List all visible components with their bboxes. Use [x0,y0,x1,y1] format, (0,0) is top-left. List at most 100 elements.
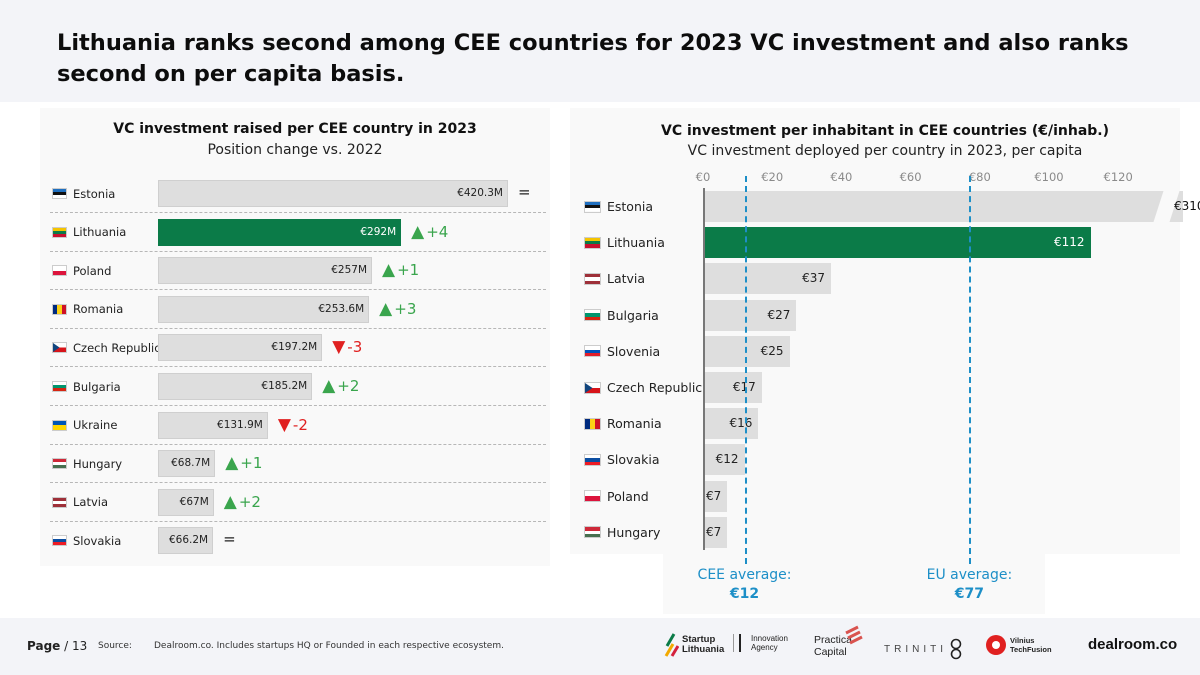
position-change-value: -3 [347,338,363,357]
right-chart-title: VC investment per inhabitant in CEE coun… [660,123,1109,139]
right-bar-value: €7 [705,488,722,503]
right-bar-value: €27 [767,307,791,322]
right-bar-value: €7 [705,524,722,539]
right-bar-broken [703,191,1183,222]
average-value: €77 [954,586,985,602]
vilnius-icon [986,635,1006,655]
left-row-label: Romania [52,299,123,319]
right-bar-value: €25 [760,343,784,358]
country-name: Latvia [73,495,109,510]
position-change: ▲ +3 [379,299,416,319]
triniti-icon [950,638,962,660]
row-separator [50,366,546,368]
position-change-value: +4 [426,222,449,241]
right-bar-value: €310 [1173,199,1200,213]
left-row-label: Bulgaria [52,377,121,397]
average-label-text: EU average: [926,567,1013,583]
x-tick-label: €20 [761,170,784,184]
left-row-label: Lithuania [52,222,126,242]
triangle-up-icon: ▲ [322,376,336,396]
right-bar [703,299,797,331]
position-change: = [223,530,236,548]
left-bar-value: €66.2M [169,534,209,547]
right-bar [703,263,832,295]
right-row-label: Bulgaria [584,305,659,325]
country-name: Poland [73,263,112,278]
x-tick-label: €40 [830,170,853,184]
left-bar [158,450,216,478]
country-name: Romania [73,302,124,317]
right-row-label: Hungary [584,522,660,542]
left-bar [158,373,313,400]
page-number: Page / 13 [27,639,87,653]
x-tick-label: €100 [1034,170,1064,184]
country-name: Lithuania [607,235,665,251]
triangle-down-icon: ▼ [332,337,346,358]
triangle-up-icon: ▲ [379,298,393,319]
triangle-up-icon: ▲ [225,453,239,474]
row-separator [50,212,546,213]
right-row-label: Latvia [584,269,645,289]
country-name: Czech Republic [607,380,703,395]
triangle-up-icon: ▲ [411,221,425,242]
country-name: Slovakia [73,533,122,548]
x-tick-label: €120 [1103,170,1133,184]
left-row-label: Estonia [52,184,115,204]
right-row-label: Poland [584,486,649,506]
left-row-label: Slovakia [52,531,121,551]
position-change-value: = [518,183,531,201]
flag-ukraine-icon [52,419,67,431]
country-name: Romania [607,416,662,432]
right-bar [703,408,759,440]
startup-lithuania-logo: Startup Lithuania [663,632,730,658]
left-bar [158,411,268,439]
innovation-agency-icon [739,634,747,652]
left-bar-value: €68.7M [171,457,211,470]
right-bar-value: €37 [802,271,826,286]
country-name: Hungary [607,524,661,540]
flag-slovakia-icon [584,453,601,466]
innovation-agency-logo: Innovation Agency [733,634,799,652]
left-bar [158,334,323,362]
right-bar [703,516,728,548]
position-change: = [518,183,531,201]
flag-latvia-icon [584,272,601,285]
position-change: ▲ +2 [224,492,261,512]
averages-panel [663,554,1045,614]
right-bar [703,444,745,476]
flag-hungary-icon [52,458,67,470]
country-name: Lithuania [73,225,127,240]
vilnius-text: Vilnius TechFusion [1010,636,1052,654]
dealroom-logo: dealroom.co [1088,636,1178,653]
flag-lithuania-icon [584,236,601,249]
position-change: ▼ -3 [332,337,362,357]
triangle-up-icon: ▲ [223,491,237,512]
country-name: Ukraine [73,418,118,433]
country-name: Poland [607,488,649,504]
practica-capital-text: Practica Capital [814,634,852,658]
right-row-label: Czech Republic [584,378,702,398]
cee-average-line [744,176,747,564]
flag-poland-icon [584,490,601,503]
page-total: / 13 [64,639,88,653]
left-bar [158,488,214,516]
left-row-label: Czech Republic [52,338,161,358]
position-change: ▲ +2 [322,376,359,396]
left-bar-value: €253.6M [318,302,365,315]
triniti-logo: TRINITI [884,638,965,660]
left-bar-value: €67M [179,495,209,508]
flag-hungary-icon [584,526,601,539]
right-row-label: Slovakia [584,450,659,470]
row-separator [50,327,546,329]
country-name: Slovenia [607,343,661,359]
page-title: Lithuania ranks second among CEE countri… [57,30,1129,87]
flag-lithuania-icon [52,226,67,238]
flag-slovenia-icon [584,345,601,358]
left-bar [158,218,402,246]
left-row-label: Latvia [52,492,108,512]
source-label: Source: [98,641,132,651]
flag-romania-icon [584,417,601,430]
country-name: Latvia [607,271,646,287]
flag-estonia-icon [52,188,67,199]
row-separator [50,405,546,406]
